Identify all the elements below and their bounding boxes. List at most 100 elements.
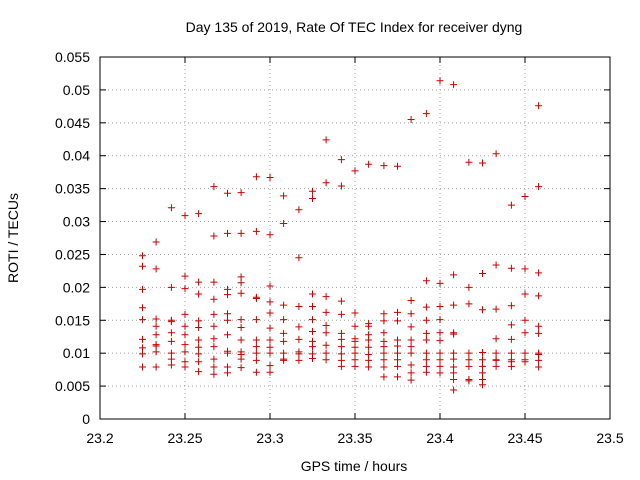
- data-point: [167, 337, 175, 345]
- data-point: [521, 349, 529, 357]
- data-point: [407, 361, 415, 369]
- data-point: [365, 336, 373, 344]
- data-point: [295, 323, 303, 331]
- data-point: [535, 356, 543, 364]
- data-point: [322, 179, 330, 187]
- data-point: [210, 232, 218, 240]
- data-point: [479, 362, 486, 370]
- data-point: [139, 304, 146, 312]
- data-point: [535, 350, 543, 358]
- data-point: [195, 343, 203, 351]
- data-point: [167, 349, 175, 357]
- data-point: [507, 302, 515, 310]
- data-point: [195, 368, 203, 376]
- data-point: [394, 308, 401, 316]
- data-point: [422, 368, 430, 376]
- data-point: [181, 341, 189, 349]
- data-point: [266, 349, 274, 357]
- y-tick-label: 0.015: [55, 312, 90, 328]
- data-point: [436, 349, 444, 357]
- data-point: [237, 324, 245, 332]
- data-point: [195, 210, 203, 218]
- data-point: [521, 358, 529, 366]
- data-point: [337, 297, 345, 305]
- data-point: [280, 301, 288, 309]
- data-point: [181, 348, 189, 356]
- data-point: [210, 183, 218, 191]
- data-point: [436, 302, 444, 310]
- data-point: [407, 349, 415, 357]
- data-point: [195, 350, 203, 358]
- data-point: [266, 368, 274, 376]
- data-point: [167, 329, 175, 337]
- data-point: [337, 329, 345, 337]
- data-point: [394, 162, 401, 170]
- data-point: [280, 192, 288, 200]
- data-point: [535, 183, 543, 191]
- data-point: [422, 356, 430, 364]
- data-point: [450, 355, 458, 363]
- data-point: [337, 350, 345, 358]
- data-point: [139, 262, 146, 270]
- data-point: [436, 356, 444, 364]
- data-point: [224, 291, 231, 299]
- data-point: [295, 302, 303, 310]
- data-point: [266, 336, 274, 344]
- data-point: [380, 363, 388, 371]
- data-point: [210, 310, 218, 318]
- y-tick-label: 0.03: [63, 214, 90, 230]
- data-point: [492, 305, 500, 313]
- x-tick-label: 23.45: [507, 430, 542, 446]
- data-point: [351, 322, 359, 330]
- data-point: [224, 310, 231, 318]
- data-points: [139, 77, 543, 394]
- data-point: [422, 349, 430, 357]
- x-tick-label: 23.35: [337, 430, 372, 446]
- data-point: [139, 335, 146, 343]
- data-point: [450, 363, 458, 371]
- x-tick-label: 23.5: [596, 430, 623, 446]
- data-point: [322, 322, 330, 330]
- data-point: [295, 206, 303, 214]
- data-point: [167, 283, 175, 291]
- data-point: [407, 336, 415, 344]
- y-tick-label: 0.055: [55, 49, 90, 65]
- y-tick-label: 0.02: [63, 279, 90, 295]
- data-point: [195, 278, 203, 286]
- data-point: [479, 159, 486, 167]
- x-axis-label: GPS time / hours: [301, 458, 408, 474]
- data-point: [237, 189, 245, 197]
- data-point: [535, 269, 543, 277]
- data-point: [380, 349, 388, 357]
- data-point: [380, 373, 388, 381]
- data-point: [380, 162, 388, 170]
- data-point: [139, 252, 146, 260]
- data-point: [521, 316, 529, 324]
- data-point: [266, 309, 274, 317]
- data-point: [351, 362, 359, 370]
- data-point: [422, 336, 430, 344]
- data-point: [407, 376, 415, 384]
- data-point: [479, 369, 486, 377]
- data-point: [351, 309, 359, 317]
- data-point: [139, 363, 146, 371]
- data-point: [224, 316, 231, 324]
- data-point: [465, 362, 473, 370]
- data-point: [351, 167, 359, 175]
- data-point: [309, 327, 316, 335]
- data-point: [237, 279, 245, 287]
- data-point: [195, 290, 203, 298]
- data-point: [295, 356, 303, 364]
- data-point: [337, 356, 345, 364]
- data-point: [309, 354, 316, 362]
- data-point: [224, 349, 231, 357]
- data-point: [224, 363, 231, 371]
- data-point: [407, 343, 415, 351]
- data-point: [181, 310, 189, 318]
- x-axis-ticks: 23.2 23.25 23.3 23.35 23.4 23.45 23.5: [86, 57, 624, 446]
- data-point: [210, 335, 218, 343]
- data-point: [521, 329, 529, 337]
- x-tick-label: 23.2: [86, 430, 113, 446]
- data-point: [394, 373, 401, 381]
- data-point: [492, 335, 500, 343]
